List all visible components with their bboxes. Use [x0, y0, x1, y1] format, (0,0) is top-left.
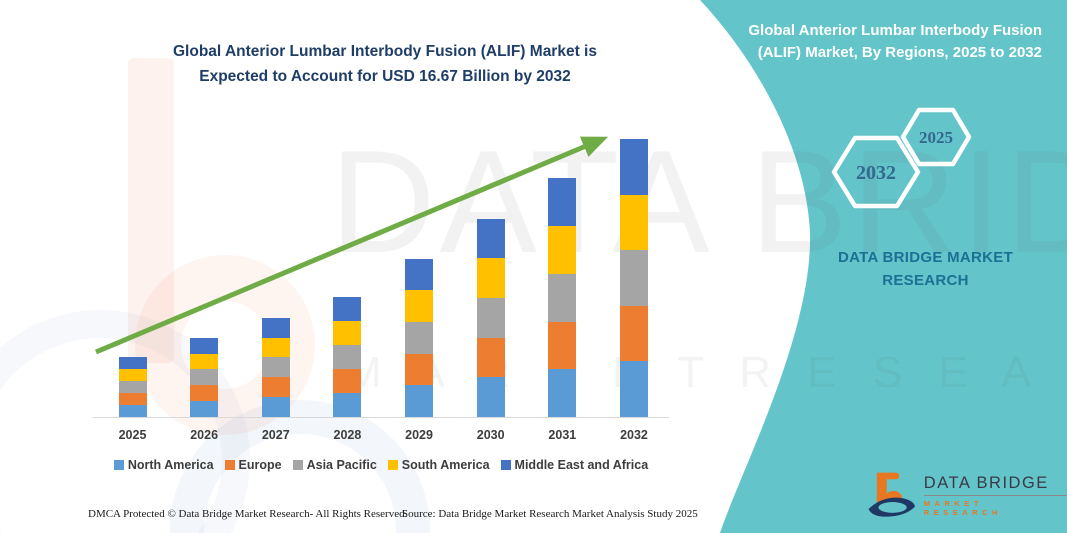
- legend-swatch: [292, 460, 303, 470]
- chart-title-line1: Global Anterior Lumbar Interbody Fusion …: [173, 43, 597, 60]
- bar-segment-asia-pacific: [118, 381, 147, 393]
- teal-polygon: [700, 0, 1067, 533]
- x-axis-label-2028: 2028: [333, 428, 362, 442]
- bar-segment-north-america: [548, 369, 577, 417]
- data-bridge-logo-icon: [868, 472, 915, 517]
- x-axis-label-2032: 2032: [620, 428, 648, 442]
- stacked-bar-2025: [118, 357, 147, 417]
- legend-item-south-america: South America: [387, 458, 490, 472]
- bar-segment-middle-east-and-africa: [190, 337, 219, 354]
- bar-segment-middle-east-and-africa: [476, 218, 505, 259]
- dmca-notice: DMCA Protected © Data Bridge Market Rese…: [88, 508, 408, 520]
- bar-segment-middle-east-and-africa: [261, 317, 290, 338]
- bar-segment-north-america: [190, 401, 219, 417]
- bar-segment-south-america: [405, 290, 434, 322]
- chart-title: Global Anterior Lumbar Interbody Fusion …: [100, 40, 670, 90]
- legend-item-asia-pacific: Asia Pacific: [292, 458, 377, 472]
- legend-label: Middle East and Africa: [514, 458, 649, 472]
- legend-label: South America: [401, 458, 490, 472]
- bar-segment-asia-pacific: [619, 250, 648, 306]
- chart-legend: North America Europe Asia Pacific South Ame…: [90, 458, 672, 472]
- bar-segment-north-america: [118, 405, 147, 417]
- hexagon-year-badges: 2032 2025: [831, 107, 972, 209]
- bar-segment-south-america: [619, 194, 648, 251]
- bar-segment-middle-east-and-africa: [405, 258, 434, 291]
- legend-swatch: [113, 460, 124, 470]
- bar-segment-asia-pacific: [476, 297, 505, 338]
- stacked-bar-2030: [476, 218, 505, 417]
- bar-segment-europe: [118, 393, 147, 405]
- trend-arrow-line: [95, 136, 609, 355]
- bar-segment-south-america: [118, 369, 147, 381]
- legend-label: Asia Pacific: [306, 458, 377, 472]
- legend-item-middle-east-and-africa: Middle East and Africa: [500, 458, 649, 472]
- bar-segment-asia-pacific: [190, 369, 219, 386]
- hexagon-2032: [831, 135, 921, 209]
- bar-segment-south-america: [548, 226, 577, 274]
- bar-segment-europe: [476, 337, 505, 378]
- stacked-bar-2029: [405, 258, 434, 417]
- hexagon-2032-label: 2032: [856, 162, 896, 184]
- legend-label: Europe: [238, 458, 282, 472]
- stacked-bar-2027: [261, 317, 290, 417]
- legend-swatch: [224, 460, 235, 470]
- hexagon-2025: [900, 107, 972, 167]
- x-axis-label-2026: 2026: [190, 428, 219, 442]
- bar-segment-asia-pacific: [548, 273, 577, 322]
- source-note: Source: Data Bridge Market Research Mark…: [402, 508, 698, 520]
- bar-segment-europe: [548, 321, 577, 370]
- logo-swoosh-cutout: [878, 502, 907, 513]
- data-bridge-logo: DATA BRIDGE MARKET RESEARCH: [866, 470, 1067, 520]
- bar-segment-middle-east-and-africa: [118, 357, 147, 369]
- legend-swatch: [387, 460, 398, 470]
- logo-name-text: DATA BRIDGE: [923, 474, 1067, 496]
- legend-item-europe: Europe: [224, 458, 282, 472]
- bar-segment-north-america: [333, 392, 362, 417]
- bar-segment-europe: [261, 377, 290, 398]
- bar-segment-north-america: [476, 377, 505, 417]
- bar-segment-north-america: [261, 397, 290, 417]
- bar-segment-asia-pacific: [405, 321, 434, 354]
- bar-segment-asia-pacific: [261, 357, 290, 378]
- bar-segment-north-america: [405, 385, 434, 417]
- stacked-bar-2031: [548, 178, 577, 417]
- hexagon-2025-label: 2025: [919, 128, 953, 147]
- x-axis-label-2031: 2031: [548, 428, 577, 442]
- chart-title-line2: Expected to Account for USD 16.67 Billio…: [199, 67, 571, 85]
- legend-item-north-america: North America: [113, 458, 214, 472]
- bar-segment-middle-east-and-africa: [333, 296, 362, 321]
- x-axis-line: [93, 417, 669, 418]
- x-axis-label-2027: 2027: [261, 428, 290, 442]
- bar-segment-south-america: [190, 353, 219, 370]
- legend-swatch: [500, 460, 511, 470]
- bar-segment-middle-east-and-africa: [619, 139, 648, 195]
- bar-segment-europe: [619, 305, 648, 362]
- legend-label: North America: [127, 458, 214, 472]
- bar-segment-north-america: [619, 361, 648, 417]
- x-axis-label-2030: 2030: [476, 428, 505, 442]
- bar-segment-south-america: [261, 337, 290, 358]
- logo-subtitle-text: MARKET RESEARCH: [923, 498, 1002, 517]
- bar-segment-middle-east-and-africa: [548, 178, 577, 227]
- stacked-bar-2032: [619, 139, 648, 417]
- x-axis-label-2025: 2025: [118, 428, 147, 442]
- bar-segment-asia-pacific: [333, 344, 362, 369]
- bar-segment-south-america: [476, 258, 505, 298]
- bar-segment-south-america: [333, 320, 362, 345]
- brand-name-text: DATA BRIDGE MARKET RESEARCH: [837, 249, 1014, 290]
- stacked-bar-2026: [190, 337, 219, 417]
- bar-segment-europe: [405, 353, 434, 386]
- x-axis-label-2029: 2029: [405, 428, 433, 442]
- bar-segment-europe: [190, 385, 219, 402]
- bar-segment-europe: [333, 368, 362, 393]
- side-panel-title: Global Anterior Lumbar Interbody Fusion …: [748, 22, 1042, 61]
- stacked-bar-2028: [333, 296, 362, 417]
